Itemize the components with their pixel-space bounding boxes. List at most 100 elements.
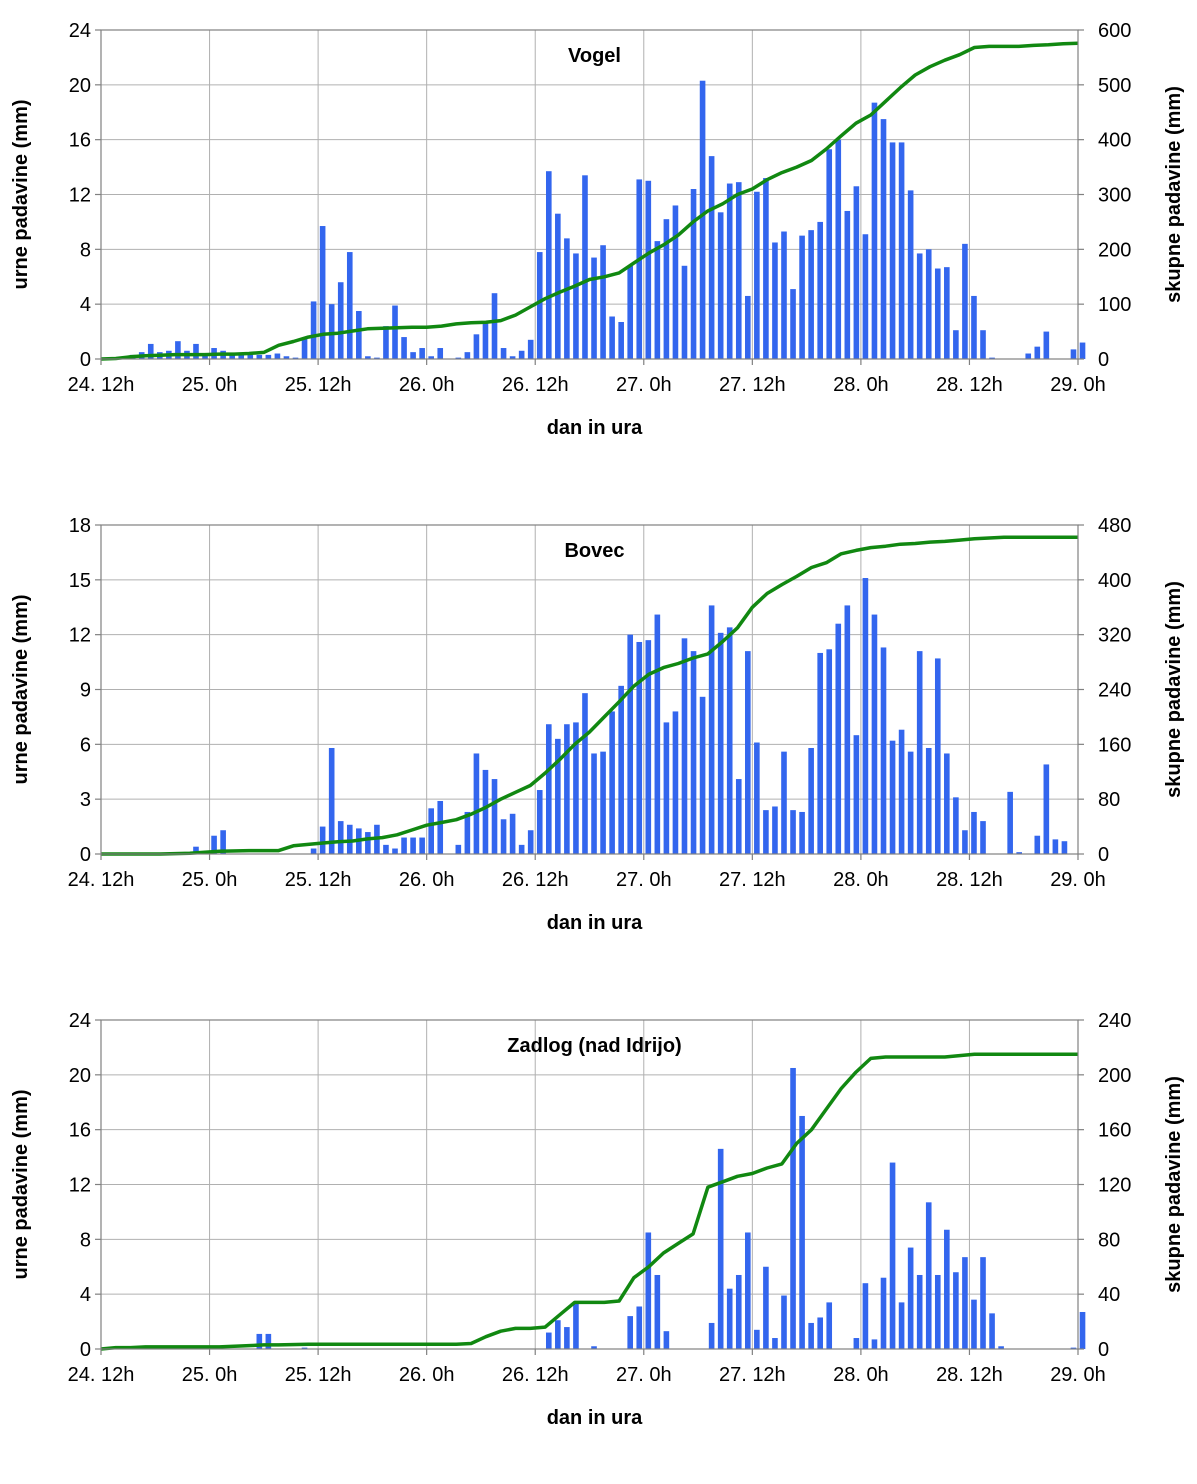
hourly-bar xyxy=(708,1322,715,1349)
hourly-bar xyxy=(889,142,896,359)
hourly-bar xyxy=(925,747,932,854)
hourly-bar xyxy=(555,738,561,854)
hourly-bar xyxy=(274,353,281,359)
y2-tick-label: 80 xyxy=(1098,1229,1120,1251)
x-tick-label: 25. 0h xyxy=(182,374,238,396)
x-tick-label: 27. 12h xyxy=(719,869,786,891)
hourly-bar xyxy=(944,753,950,854)
hourly-bar xyxy=(346,824,353,854)
hourly-bar xyxy=(934,658,941,854)
y-axis-label: urne padavine (mm) xyxy=(10,99,32,289)
hourly-bar xyxy=(962,243,968,359)
hourly-bar xyxy=(808,1322,814,1349)
hourly-bar xyxy=(654,241,661,359)
hourly-bar xyxy=(754,742,760,854)
hourly-bar xyxy=(745,1232,751,1349)
hourly-bar xyxy=(844,605,851,854)
hourly-bar xyxy=(989,1313,995,1349)
hourly-bar xyxy=(193,343,199,359)
hourly-bar xyxy=(491,293,498,359)
y2-tick-label: 200 xyxy=(1098,239,1131,261)
hourly-bar xyxy=(582,175,588,359)
hourly-bar xyxy=(944,1229,950,1349)
y-axis-label: urne padavine (mm) xyxy=(10,1089,32,1279)
hourly-bar xyxy=(1043,764,1050,854)
hourly-bar xyxy=(871,102,878,360)
x-tick-label: 26. 0h xyxy=(399,374,455,396)
hourly-bar xyxy=(365,832,371,854)
y2-tick-label: 400 xyxy=(1098,570,1131,592)
hourly-bar xyxy=(971,1299,977,1349)
y-tick-label: 18 xyxy=(69,515,91,537)
hourly-bar xyxy=(319,826,326,854)
hourly-bar xyxy=(410,352,416,359)
hourly-bar xyxy=(256,354,263,359)
y2-tick-label: 480 xyxy=(1098,515,1131,537)
hourly-bar xyxy=(536,252,543,359)
y2-tick-label: 400 xyxy=(1098,130,1131,152)
hourly-bar xyxy=(401,837,407,854)
hourly-bar xyxy=(817,652,823,854)
hourly-bar xyxy=(464,352,471,359)
hourly-bar xyxy=(726,183,733,359)
x-tick-label: 27. 0h xyxy=(616,374,672,396)
y2-tick-label: 40 xyxy=(1098,1284,1120,1306)
y2-tick-label: 100 xyxy=(1098,294,1131,316)
y2-axis-label: skupne padavine (mm) xyxy=(1163,1076,1185,1293)
hourly-bar xyxy=(482,323,489,359)
y2-tick-label: 300 xyxy=(1098,185,1131,207)
hourly-bar xyxy=(862,578,869,854)
x-tick-label: 26. 0h xyxy=(399,1364,455,1386)
chart-title: Zadlog (nad Idrijo) xyxy=(507,1035,681,1057)
hourly-bar xyxy=(763,178,769,359)
hourly-bar xyxy=(636,179,643,359)
hourly-bar xyxy=(573,253,579,359)
hourly-bar xyxy=(944,267,950,359)
x-tick-label: 28. 0h xyxy=(833,869,889,891)
hourly-bar xyxy=(817,221,823,359)
x-tick-label: 28. 12h xyxy=(936,869,1003,891)
x-tick-label: 25. 0h xyxy=(182,869,238,891)
hourly-bar xyxy=(428,808,434,854)
x-tick-label: 25. 12h xyxy=(285,1364,352,1386)
hourly-bar xyxy=(916,1274,923,1349)
hourly-bar xyxy=(980,821,986,854)
hourly-bar xyxy=(500,348,507,359)
hourly-bar xyxy=(826,649,833,854)
y-tick-label: 8 xyxy=(80,1229,91,1251)
y-axis-label: urne padavine (mm) xyxy=(10,594,32,784)
hourly-bar xyxy=(473,334,480,359)
hourly-bar xyxy=(392,848,398,854)
hourly-bar xyxy=(998,1346,1004,1349)
hourly-bar xyxy=(437,348,444,359)
cumulative-line xyxy=(100,41,1079,361)
hourly-bar xyxy=(464,811,471,854)
hourly-bar xyxy=(238,354,245,359)
x-tick-label: 28. 0h xyxy=(833,1364,889,1386)
hourly-bar xyxy=(672,711,679,854)
hourly-bar xyxy=(609,711,615,854)
hourly-bar xyxy=(1079,342,1086,359)
hourly-bar xyxy=(717,632,724,854)
hourly-bar xyxy=(555,213,561,359)
y-tick-label: 15 xyxy=(69,570,91,592)
hourly-bar xyxy=(799,811,805,854)
hourly-bar xyxy=(772,806,778,854)
hourly-bar xyxy=(880,647,887,854)
hourly-bar xyxy=(853,735,860,854)
y2-tick-label: 240 xyxy=(1098,680,1131,702)
hourly-bar xyxy=(509,813,516,854)
hourly-bar xyxy=(319,226,326,359)
hourly-bar xyxy=(383,844,389,854)
hourly-bar xyxy=(1034,346,1041,359)
hourly-bar xyxy=(763,1266,769,1349)
hourly-bar xyxy=(301,338,308,359)
hourly-bar xyxy=(328,747,335,854)
x-tick-label: 27. 0h xyxy=(616,1364,672,1386)
hourly-bar xyxy=(256,1333,263,1349)
hourly-bar xyxy=(392,305,398,359)
y-tick-label: 24 xyxy=(69,20,91,42)
cumulative-line xyxy=(100,1052,1078,1351)
